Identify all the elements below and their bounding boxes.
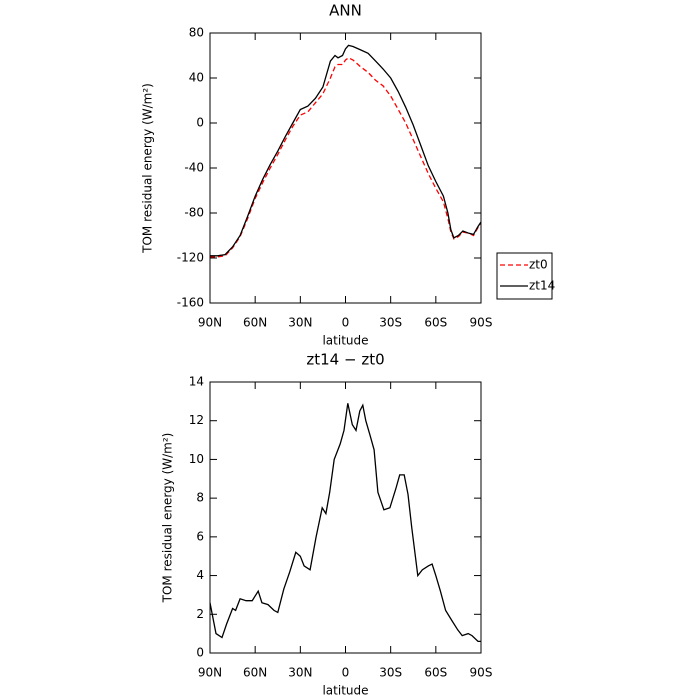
x-tick-label: 30N [288,316,312,330]
chart-title: zt14 − zt0 [306,351,384,369]
data-line [210,57,482,258]
y-tick-label: 0 [196,646,204,660]
data-line [209,403,481,643]
x-axis-label: latitude [322,334,368,348]
y-tick-label: 6 [196,529,204,543]
plot-frame [209,381,482,654]
chart-title: ANN [329,2,362,20]
legend-box [496,252,553,300]
y-tick-label: 2 [196,607,204,621]
y-tick-label: 4 [196,568,204,582]
y-tick-label: 12 [189,413,204,427]
y-tick-label: 8 [196,491,204,505]
x-tick-label: 30S [379,316,402,330]
x-tick-label: 90S [470,666,493,680]
x-tick-label: 0 [342,666,350,680]
x-tick-label: 0 [342,316,350,330]
y-tick-label: -40 [184,161,204,175]
y-tick-label: 40 [189,71,204,85]
y-tick-label: 80 [189,26,204,40]
y-tick-label: -120 [177,251,204,265]
x-tick-label: 60N [243,666,267,680]
y-axis-label: TOM residual energy (W/m²) [141,83,155,254]
legend-label: zt14 [529,279,555,293]
x-tick-label: 90N [198,316,222,330]
legend-label: zt0 [529,258,548,272]
y-tick-label: 10 [189,452,204,466]
y-tick-label: -80 [184,206,204,220]
x-tick-label: 90N [198,666,222,680]
y-tick-label: 0 [196,116,204,130]
y-tick-label: -160 [177,296,204,310]
y-axis-label: TOM residual energy (W/m²) [161,433,175,604]
x-tick-label: 90S [470,316,493,330]
y-tick-label: 14 [189,375,204,389]
x-tick-label: 60S [424,666,447,680]
x-tick-label: 30S [379,666,402,680]
x-axis-label: latitude [322,684,368,698]
x-tick-label: 60N [243,316,267,330]
x-tick-label: 30N [288,666,312,680]
plot-frame [209,32,482,304]
data-line [210,44,482,257]
x-tick-label: 60S [424,316,447,330]
